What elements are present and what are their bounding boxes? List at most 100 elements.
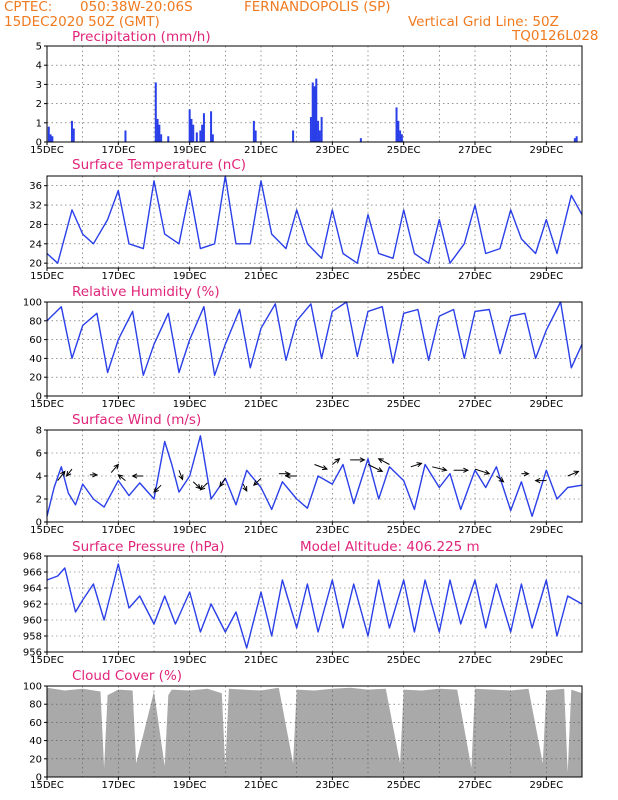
header-location: FERNANDOPOLIS (SP): [244, 0, 391, 15]
x-tick-label: 17DEC: [101, 780, 135, 791]
x-tick-label: 15DEC: [30, 525, 64, 536]
x-tick-label: 27DEC: [458, 525, 492, 536]
cloud-cover-area: [47, 687, 582, 777]
wind-vector: [66, 468, 73, 477]
wind-arrowhead: [416, 462, 423, 468]
wind-arrowhead: [284, 473, 291, 479]
wind-vector: [57, 471, 66, 481]
x-tick-label: 23DEC: [315, 399, 349, 410]
x-tick-label: 15DEC: [30, 655, 64, 666]
precipitation-bar: [202, 113, 205, 142]
x-tick-label: 21DEC: [244, 655, 278, 666]
wind-vector: [178, 470, 183, 480]
y-tick-label: 958: [23, 632, 42, 643]
y-tick-label: 962: [23, 600, 42, 611]
precipitation-bar: [395, 107, 398, 142]
panel-title: Relative Humidity (%): [72, 284, 220, 300]
y-tick-label: 20: [29, 373, 42, 384]
wind-vector: [432, 466, 447, 471]
y-tick-label: 8: [36, 426, 42, 437]
wind-arrowhead: [242, 485, 248, 492]
panel-frame: [46, 301, 583, 397]
precipitation-bar: [254, 130, 257, 142]
panel-frame: [46, 685, 583, 778]
y-tick-label: 28: [29, 220, 42, 231]
wind-vector: [367, 464, 383, 472]
x-tick-label: 27DEC: [458, 655, 492, 666]
y-tick-label: 4: [36, 61, 42, 72]
x-tick-label: 21DEC: [244, 525, 278, 536]
precipitation-bar: [70, 120, 73, 142]
x-tick-label: 21DEC: [244, 780, 278, 791]
x-tick-label: 21DEC: [244, 271, 278, 282]
wind-vector: [253, 477, 262, 486]
wind-line: [46, 435, 583, 517]
panel-title: Surface Temperature (nC): [72, 157, 246, 173]
x-tick-label: 29DEC: [529, 145, 563, 156]
wind-arrowhead: [334, 458, 341, 464]
precipitation-bar: [359, 138, 362, 142]
precipitation-bar: [49, 134, 52, 142]
x-tick-label: 17DEC: [101, 271, 135, 282]
wind-arrowhead: [178, 474, 184, 481]
x-tick-label: 25DEC: [387, 655, 421, 666]
wind-vector: [567, 470, 579, 477]
precipitation-bar: [156, 118, 159, 142]
precipitation-bar: [47, 126, 50, 142]
x-tick-label: 27DEC: [458, 145, 492, 156]
x-tick-label: 25DEC: [387, 399, 421, 410]
wind-arrowhead: [463, 467, 470, 473]
x-tick-label: 29DEC: [529, 780, 563, 791]
y-tick-label: 20: [29, 754, 42, 765]
y-tick-label: 0: [36, 392, 42, 403]
x-tick-label: 15DEC: [30, 145, 64, 156]
precipitation-bar: [313, 86, 316, 142]
wind-vector: [219, 478, 226, 487]
x-tick-label: 19DEC: [173, 525, 207, 536]
x-tick-label: 27DEC: [458, 271, 492, 282]
wind-arrowhead: [253, 480, 259, 486]
wind-arrowhead: [199, 484, 206, 491]
x-tick-label: 29DEC: [529, 525, 563, 536]
precipitation-bar: [252, 120, 255, 142]
y-tick-label: 20: [29, 259, 42, 270]
x-tick-label: 17DEC: [101, 655, 135, 666]
wind-arrowhead: [498, 477, 505, 483]
x-tick-label: 21DEC: [244, 145, 278, 156]
x-tick-label: 25DEC: [387, 780, 421, 791]
precipitation-bar: [72, 128, 75, 142]
wind-vector: [314, 464, 328, 470]
wind-vector: [474, 468, 490, 475]
wind-arrowhead: [65, 471, 72, 477]
x-tick-label: 17DEC: [101, 145, 135, 156]
precipitation-bar: [292, 130, 295, 142]
wind-arrowhead: [131, 473, 138, 479]
y-tick-label: 24: [29, 239, 42, 250]
header-run-time: 15DEC2020 50Z (GMT): [4, 14, 160, 30]
panel-annotation: Model Altitude: 406.225 m: [300, 539, 480, 555]
y-tick-label: 100: [23, 298, 42, 309]
y-tick-label: 40: [29, 354, 42, 365]
panel-title: Surface Pressure (hPa): [72, 539, 225, 555]
y-tick-label: 2: [36, 99, 42, 110]
precipitation-bar: [573, 138, 576, 142]
wind-arrowhead: [60, 470, 66, 477]
wind-vector: [496, 475, 504, 483]
header-station-id: TQ0126L028: [512, 28, 599, 44]
precipitation-bar: [318, 130, 321, 142]
y-tick-label: 3: [36, 80, 42, 91]
panel-title: Precipitation (mm/h): [72, 29, 211, 45]
wind-arrowhead: [153, 487, 159, 493]
x-tick-label: 29DEC: [529, 399, 563, 410]
wind-arrowhead: [359, 457, 366, 463]
x-tick-label: 19DEC: [173, 399, 207, 410]
wind-arrowhead: [284, 471, 291, 477]
y-tick-label: 32: [29, 201, 42, 212]
precipitation-bar: [188, 109, 191, 142]
y-tick-label: 1: [36, 118, 42, 129]
y-tick-label: 964: [23, 584, 42, 595]
y-tick-label: 6: [36, 449, 42, 460]
wind-arrowhead: [484, 469, 491, 475]
precipitation-bar: [192, 124, 195, 142]
x-tick-label: 27DEC: [458, 780, 492, 791]
